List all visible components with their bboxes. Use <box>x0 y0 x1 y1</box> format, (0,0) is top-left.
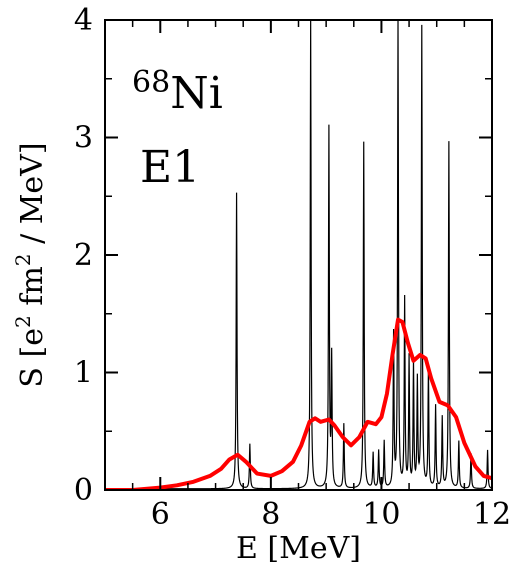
y-tick-label: 2 <box>74 238 93 273</box>
multipolarity-annotation: E1 <box>140 142 200 193</box>
y-axis-label-sup: 2 <box>11 315 35 328</box>
x-tick-label: 12 <box>473 497 511 532</box>
ticks-layer <box>104 19 493 491</box>
mass-number: 68 <box>132 65 170 100</box>
y-tick-label: 3 <box>74 121 93 156</box>
y-axis-label-part: S [e <box>15 328 50 388</box>
y-tick-label: 1 <box>74 356 93 391</box>
y-axis-label-sup: 2 <box>11 253 35 266</box>
y-axis-label: S [e2 fm2 / MeV] <box>11 142 50 387</box>
element-symbol: Ni <box>170 68 223 119</box>
x-tick-label: 10 <box>362 497 400 532</box>
x-tick-label: 6 <box>151 497 170 532</box>
nucleus-annotation: 68Ni <box>132 65 223 119</box>
y-tick-label: 4 <box>74 3 93 38</box>
series-thick-red <box>105 317 492 490</box>
x-axis-label: E [MeV] <box>236 531 361 566</box>
x-tick-label: 8 <box>261 497 280 532</box>
y-axis-label-part: / MeV] <box>15 142 50 253</box>
y-axis-label-part: fm <box>15 266 50 315</box>
y-tick-label: 0 <box>74 473 93 508</box>
